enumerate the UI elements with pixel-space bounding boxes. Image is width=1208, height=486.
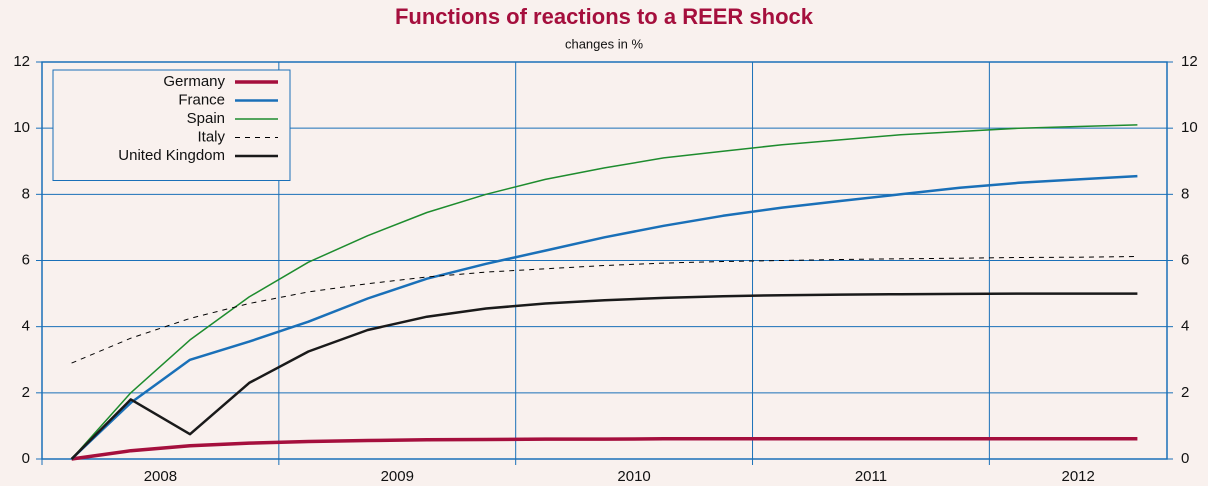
series-line: [71, 437, 1138, 461]
chart-subtitle: changes in %: [565, 36, 643, 51]
series-line: [71, 124, 1138, 460]
y-tick-label: 6: [22, 251, 30, 268]
plot-frame: [41, 61, 1168, 460]
legend-box: [52, 69, 291, 181]
y-tick-label: 0: [22, 450, 30, 467]
y-tick-label: 4: [22, 318, 30, 335]
y2-tick-label: 8: [1181, 185, 1189, 202]
x-tick-label: 2011: [855, 468, 887, 485]
y2-tick-label: 2: [1181, 384, 1189, 401]
y2-tick-label: 12: [1181, 53, 1198, 70]
y-tick-label: 10: [13, 119, 30, 136]
series-line: [70, 174, 1138, 460]
series-line: [70, 292, 1138, 460]
x-tick-label: 2012: [1061, 468, 1094, 485]
x-tick-label: 2008: [144, 468, 177, 485]
y-tick-label: 12: [13, 53, 30, 70]
legend-label: Germany: [163, 73, 225, 90]
y-tick-label: 8: [22, 185, 30, 202]
legend-label: Spain: [187, 110, 225, 127]
x-tick-label: 2009: [381, 468, 414, 485]
chart-title: Functions of reactions to a REER shock: [395, 4, 814, 29]
legend-label: France: [178, 91, 225, 108]
legend-label: United Kingdom: [118, 147, 225, 164]
y2-tick-label: 6: [1181, 251, 1189, 268]
y2-tick-label: 4: [1181, 318, 1189, 335]
series-line: [71, 256, 1138, 364]
y2-tick-label: 10: [1181, 119, 1198, 136]
y-tick-label: 2: [22, 384, 30, 401]
legend-label: Italy: [197, 128, 225, 145]
y2-tick-label: 0: [1181, 450, 1189, 467]
x-tick-label: 2010: [617, 468, 650, 485]
